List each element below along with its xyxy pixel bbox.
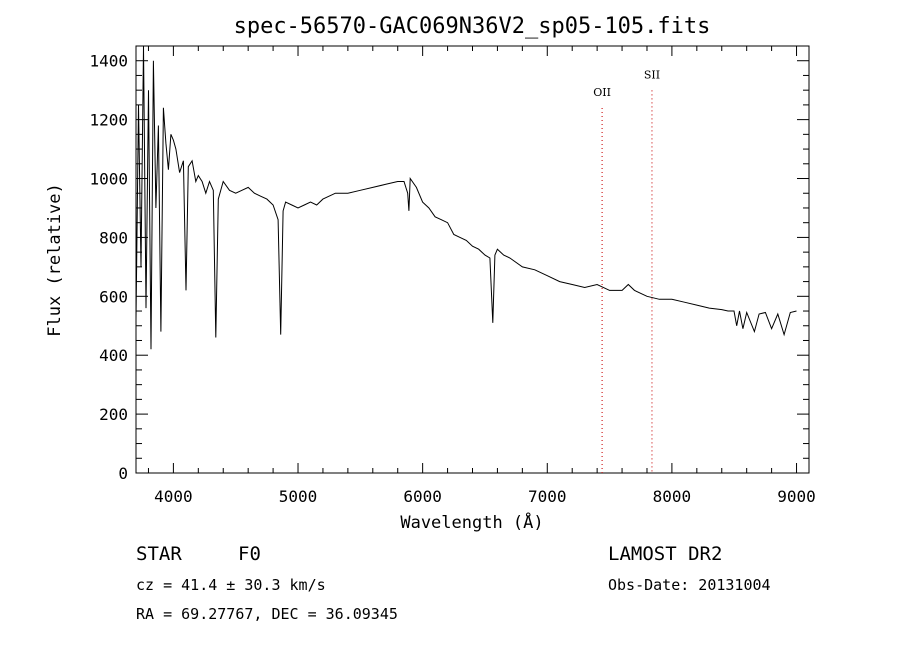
- x-tick-label: 7000: [528, 487, 567, 506]
- x-tick-label: 6000: [403, 487, 442, 506]
- x-ticks: 4000 5000 6000 7000 8000 9000: [147, 46, 816, 506]
- y-tick-label: 1400: [89, 52, 128, 71]
- redshift-cz: cz = 41.4 ± 30.3 km/s: [136, 576, 326, 594]
- x-tick-label: 9000: [777, 487, 816, 506]
- x-tick-label: 8000: [653, 487, 692, 506]
- plot-frame: [135, 45, 810, 474]
- survey-name: LAMOST DR2: [608, 543, 722, 565]
- chart-title: spec-56570-GAC069N36V2_sp05-105.fits: [234, 14, 711, 39]
- line-marker-label: SII: [644, 68, 660, 81]
- line-markers: OII SII: [593, 68, 660, 473]
- y-tick-label: 600: [99, 287, 128, 306]
- y-tick-label: 400: [99, 346, 128, 365]
- object-class: STAR: [136, 543, 182, 565]
- line-marker-label: OII: [593, 86, 611, 99]
- y-tick-label: 800: [99, 228, 128, 247]
- y-tick-label: 1000: [89, 170, 128, 189]
- spectrum-line: [135, 45, 797, 350]
- y-tick-label: 200: [99, 405, 128, 424]
- obs-date: Obs-Date: 20131004: [608, 576, 771, 594]
- y-tick-label: 1200: [89, 111, 128, 130]
- object-subclass: F0: [238, 543, 261, 565]
- x-axis-label: Wavelength (Å): [400, 511, 543, 533]
- y-ticks: 0 200 400 600 800 1000 1200 1400: [89, 52, 809, 483]
- x-tick-label: 4000: [154, 487, 193, 506]
- y-tick-label: 0: [118, 464, 128, 483]
- y-axis-label: Flux (relative): [45, 183, 65, 337]
- ra-dec: RA = 69.27767, DEC = 36.09345: [136, 605, 398, 623]
- x-tick-label: 5000: [279, 487, 318, 506]
